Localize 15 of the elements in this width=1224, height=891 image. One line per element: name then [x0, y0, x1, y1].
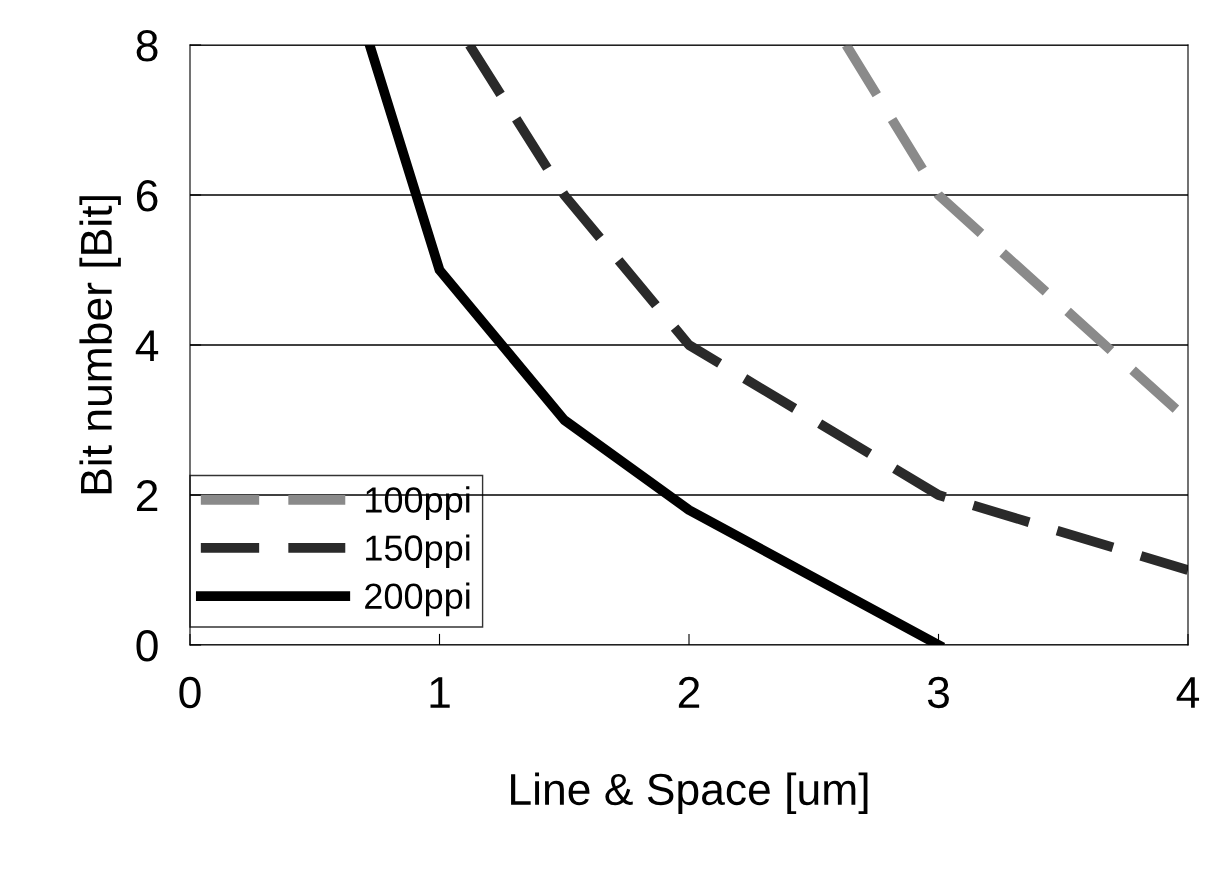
x-axis-title: Line & Space [um]: [511, 772, 868, 814]
x-tick-label: 3: [927, 676, 949, 709]
y-tick-label: 6: [136, 180, 158, 212]
x-tick-label: 0: [179, 676, 201, 709]
x-tick-label: 4: [1176, 677, 1200, 708]
y-tick-label: 4: [135, 330, 159, 362]
x-tick-label: 2: [678, 676, 700, 708]
x-tick-label: 1: [430, 677, 450, 708]
y-tick-label: 8: [136, 30, 158, 62]
y-tick-label: 0: [136, 630, 158, 662]
legend-label: 150ppi: [366, 534, 470, 569]
y-tick-label: 2: [136, 480, 158, 512]
legend-label: 100ppi: [366, 486, 470, 520]
legend-label: 200ppi: [365, 582, 470, 617]
y-axis-title: Bit number [Bit]: [79, 196, 121, 494]
